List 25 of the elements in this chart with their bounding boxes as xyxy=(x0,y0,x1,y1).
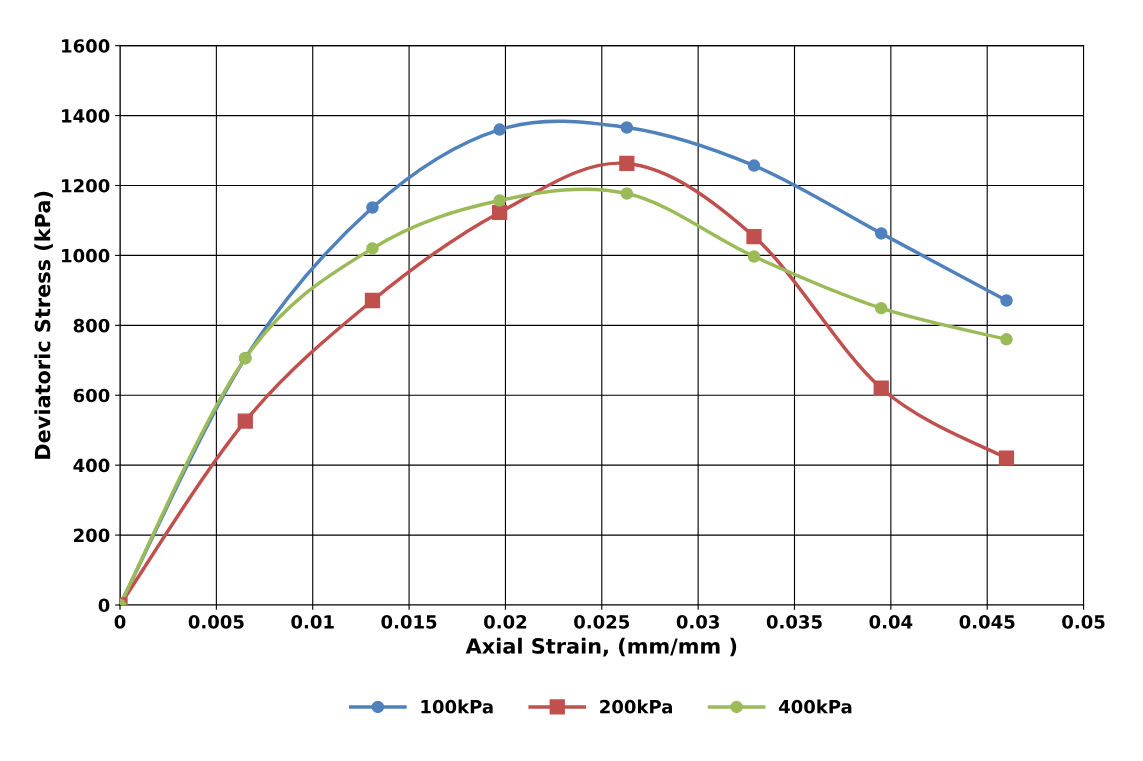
x-tick-label: 0.045 xyxy=(959,615,1015,629)
x-tick-label: 0.02 xyxy=(484,615,527,629)
x-tick-label: 0.01 xyxy=(291,615,334,629)
legend-label: 400kPa xyxy=(778,699,852,714)
x-tick-label: 0.03 xyxy=(676,615,719,629)
x-tick-label: 0.025 xyxy=(574,615,630,629)
legend-label: 200kPa xyxy=(600,699,672,714)
x-tick-label: 0.015 xyxy=(381,615,437,629)
x-tick-label: 0.05 xyxy=(1062,615,1105,629)
x-tick-label: 0.005 xyxy=(188,615,244,629)
y-tick-label: 400 xyxy=(73,458,110,473)
legend-label: 100kPa xyxy=(421,699,493,714)
y-tick-label: 1000 xyxy=(62,248,110,263)
y-tick-label: 600 xyxy=(73,388,110,403)
y-tick-label: 0 xyxy=(98,598,110,613)
y-tick-label: 200 xyxy=(74,528,110,543)
x-tick-label: 0 xyxy=(114,615,126,629)
y-tick-label: 1600 xyxy=(62,39,110,53)
y-tick-label: 1400 xyxy=(62,109,110,123)
y-axis-title: Deviatoric Stress (kPa) xyxy=(34,191,53,459)
x-axis-title: Axial Strain, (mm/mm ) xyxy=(465,637,737,657)
x-tick-label: 0.035 xyxy=(766,615,822,629)
y-tick-label: 1200 xyxy=(62,178,110,193)
y-tick-label: 800 xyxy=(73,318,110,333)
x-tick-label: 0.04 xyxy=(869,615,913,629)
